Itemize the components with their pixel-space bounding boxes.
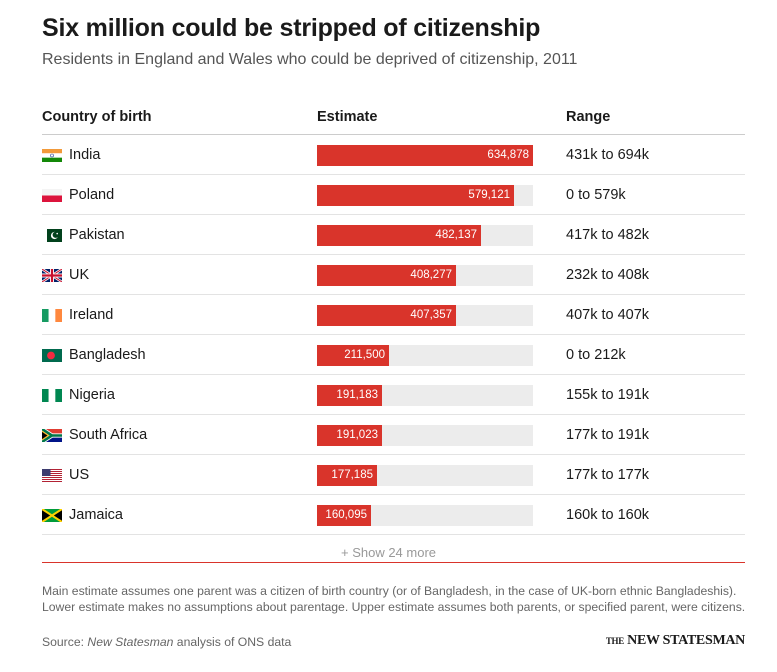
bar-track: 191,023 — [317, 425, 533, 446]
estimate-value-label: 191,183 — [336, 389, 378, 401]
india-flag-icon — [42, 149, 62, 162]
country-label: Poland — [69, 187, 115, 203]
table-row: UK 408,277 232k to 408k — [42, 255, 745, 295]
estimate-value-label: 408,277 — [410, 269, 452, 281]
range-label: 155k to 191k — [566, 387, 650, 403]
range-label: 232k to 408k — [566, 267, 650, 283]
poland-flag-icon — [42, 189, 62, 202]
bar-track: 160,095 — [317, 505, 533, 526]
estimate-bar: 482,137 — [317, 225, 481, 246]
range-label: 431k to 694k — [566, 147, 650, 163]
bar-track: 191,183 — [317, 385, 533, 406]
table-row: South Africa 191,023 177k to 191k — [42, 415, 745, 455]
source-rest: analysis of ONS data — [173, 635, 292, 649]
estimate-bar: 579,121 — [317, 185, 514, 206]
row-divider — [42, 534, 745, 535]
row-divider — [42, 294, 745, 295]
table-row: Bangladesh 211,500 0 to 212k — [42, 335, 745, 375]
jamaica-flag-icon — [42, 509, 62, 522]
country-label: Jamaica — [69, 507, 123, 523]
country-label: US — [69, 467, 90, 483]
bar-track: 211,500 — [317, 345, 533, 366]
estimate-value-label: 177,185 — [331, 469, 373, 481]
bar-track: 407,357 — [317, 305, 533, 326]
south-africa-flag-icon — [42, 429, 62, 442]
estimate-bar: 634,878 — [317, 145, 533, 166]
uk-flag-icon — [42, 269, 62, 282]
row-divider — [42, 494, 745, 495]
estimate-value-label: 191,023 — [336, 429, 378, 441]
estimate-bar: 177,185 — [317, 465, 377, 486]
range-label: 177k to 191k — [566, 427, 650, 443]
estimate-value-label: 211,500 — [344, 349, 385, 361]
bar-track: 579,121 — [317, 185, 533, 206]
chart-subtitle: Residents in England and Wales who could… — [42, 51, 578, 68]
footer-divider — [42, 562, 745, 563]
source-prefix: Source: — [42, 635, 88, 649]
source-publication: New Statesman — [87, 635, 174, 649]
source-line: Source: New Statesman analysis of ONS da… — [42, 635, 291, 649]
row-divider — [42, 214, 745, 215]
column-header-range: Range — [566, 109, 611, 125]
estimate-bar: 191,183 — [317, 385, 382, 406]
row-divider — [42, 454, 745, 455]
estimate-bar: 211,500 — [317, 345, 389, 366]
nigeria-flag-icon — [42, 389, 62, 402]
header-divider — [42, 134, 745, 135]
column-header-estimate: Estimate — [317, 109, 378, 125]
range-label: 0 to 212k — [566, 347, 626, 363]
table-row: US 177,185 177k to 177k — [42, 455, 745, 495]
estimate-value-label: 160,095 — [325, 509, 367, 521]
row-divider — [42, 174, 745, 175]
country-label: UK — [69, 267, 90, 283]
estimate-value-label: 482,137 — [435, 229, 477, 241]
estimate-value-label: 634,878 — [487, 149, 529, 161]
table-row: Poland 579,121 0 to 579k — [42, 175, 745, 215]
row-divider — [42, 334, 745, 335]
range-label: 0 to 579k — [566, 187, 626, 203]
table-row: Ireland 407,357 407k to 407k — [42, 295, 745, 335]
country-label: Pakistan — [69, 227, 125, 243]
range-label: 407k to 407k — [566, 307, 650, 323]
bar-track: 482,137 — [317, 225, 533, 246]
country-label: Nigeria — [69, 387, 115, 403]
bar-track: 177,185 — [317, 465, 533, 486]
us-flag-icon — [42, 469, 62, 482]
bar-track: 408,277 — [317, 265, 533, 286]
table-row: Nigeria 191,183 155k to 191k — [42, 375, 745, 415]
table-row: India 634,878 431k to 694k — [42, 135, 745, 175]
ireland-flag-icon — [42, 309, 62, 322]
range-label: 177k to 177k — [566, 467, 650, 483]
country-label: Ireland — [69, 307, 114, 323]
row-divider — [42, 374, 745, 375]
new-statesman-logo: THE NEW STATESMAN — [605, 633, 745, 648]
estimate-value-label: 407,357 — [410, 309, 452, 321]
methodology-note: Main estimate assumes one parent was a c… — [42, 584, 746, 614]
bar-track: 634,878 — [317, 145, 533, 166]
row-divider — [42, 254, 745, 255]
chart-title: Six million could be stripped of citizen… — [42, 14, 541, 42]
bangladesh-flag-icon — [42, 349, 62, 362]
country-label: Bangladesh — [69, 347, 146, 363]
estimate-bar: 408,277 — [317, 265, 456, 286]
estimate-bar: 407,357 — [317, 305, 456, 326]
table-row: Jamaica 160,095 160k to 160k — [42, 495, 745, 535]
row-divider — [42, 414, 745, 415]
show-more-button[interactable]: + Show 24 more — [340, 545, 437, 560]
estimate-bar: 191,023 — [317, 425, 382, 446]
estimate-bar: 160,095 — [317, 505, 371, 526]
table-row: Pakistan 482,137 417k to 482k — [42, 215, 745, 255]
pakistan-flag-icon — [42, 229, 62, 242]
range-label: 417k to 482k — [566, 227, 650, 243]
estimate-value-label: 579,121 — [468, 189, 510, 201]
country-label: India — [69, 147, 101, 163]
column-header-country: Country of birth — [42, 109, 152, 125]
country-label: South Africa — [69, 427, 148, 443]
range-label: 160k to 160k — [566, 507, 650, 523]
